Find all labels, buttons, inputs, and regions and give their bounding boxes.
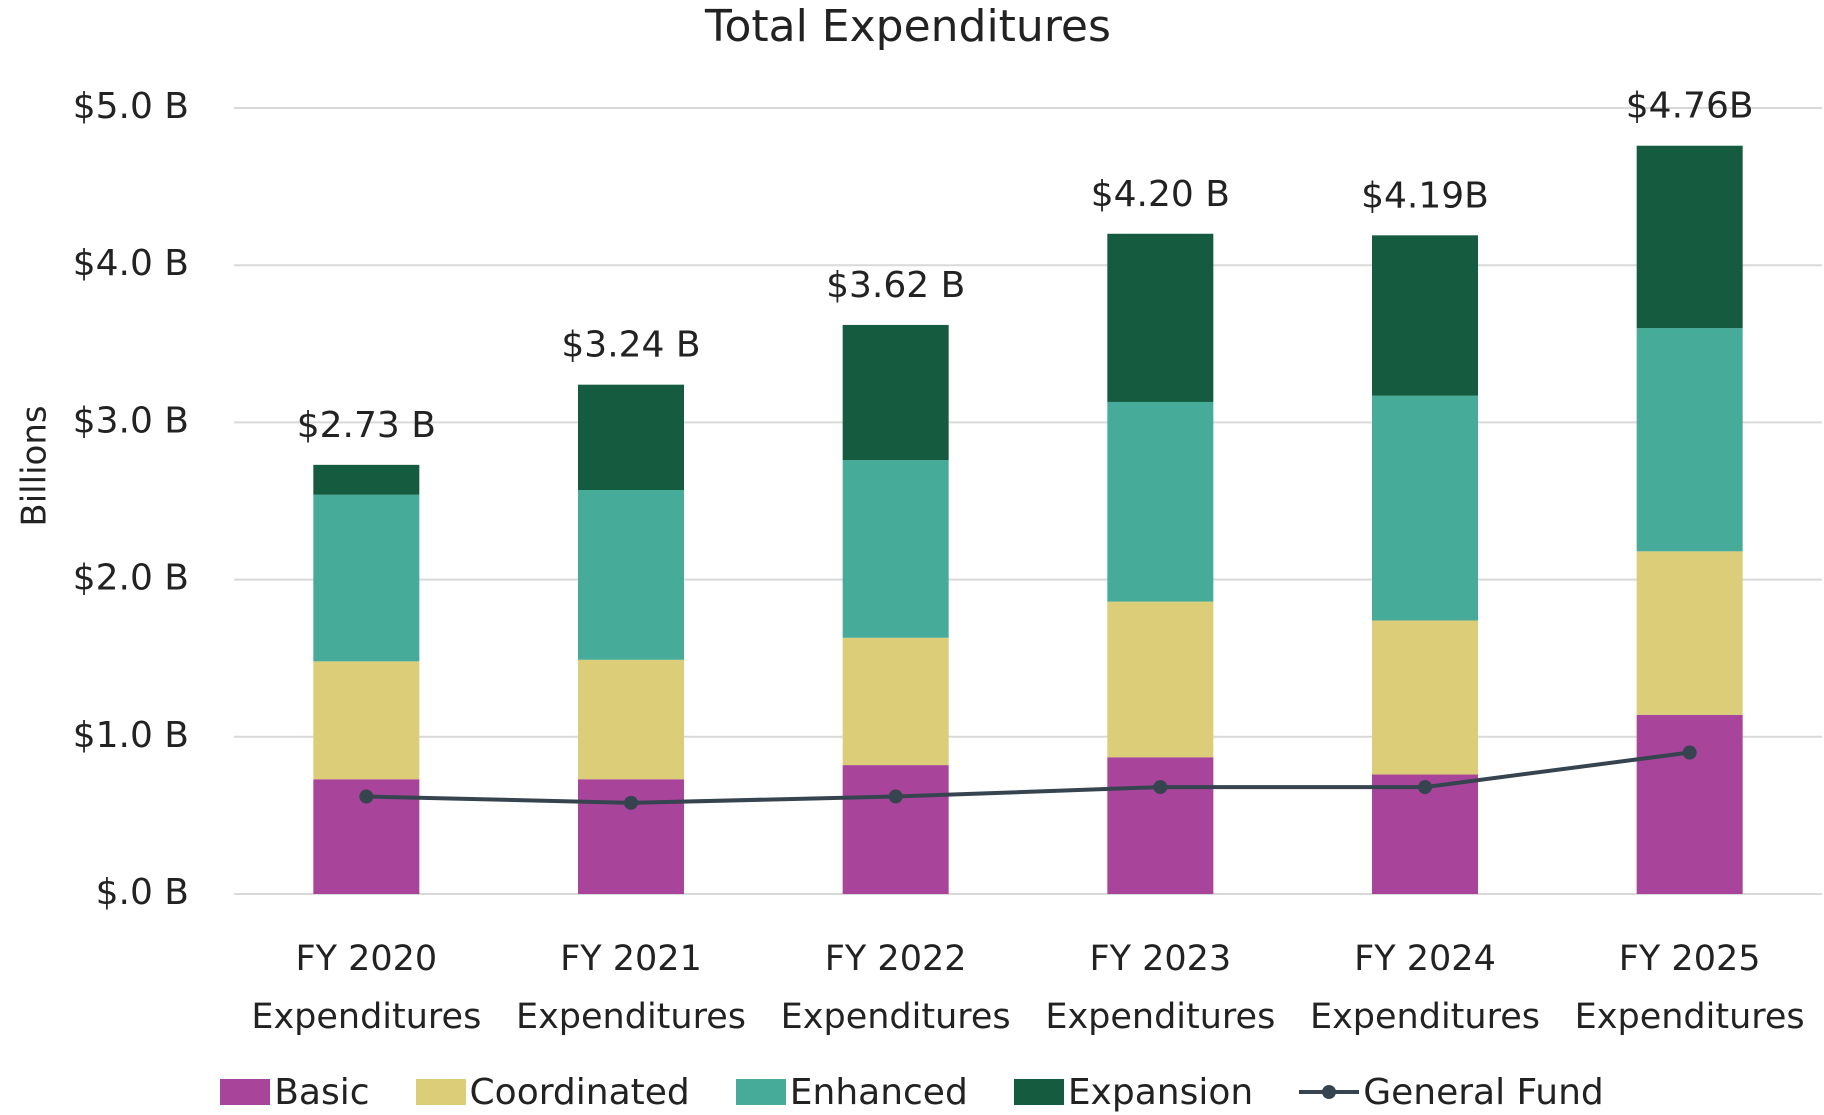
bar-segment [313, 661, 420, 780]
bar-segment [578, 489, 684, 660]
bar-segment [1107, 601, 1214, 758]
line-point [359, 789, 374, 804]
legend-item: General Fund [1299, 1072, 1604, 1113]
bar-segment [1107, 401, 1214, 602]
bar-segment [1636, 145, 1743, 329]
line-point [888, 789, 903, 804]
legend-dot [1322, 1085, 1337, 1099]
total-label: $3.24 B [561, 325, 700, 366]
bar-segment [1636, 551, 1743, 715]
total-label: $4.20 B [1091, 174, 1230, 215]
bar-segment [1372, 235, 1478, 396]
x-tick-label: FY 2020 Expenditures [251, 939, 482, 1037]
total-label: $4.19B [1361, 175, 1489, 216]
x-tick-label: FY 2021 Expenditures [515, 939, 746, 1037]
y-tick-label: $4.0 B [73, 243, 189, 284]
legend-swatch [415, 1079, 466, 1105]
bar-segment [1372, 620, 1478, 775]
line [366, 750, 1690, 805]
bar-segment [578, 659, 684, 780]
bar-segment [1372, 774, 1478, 894]
x-tick-label: FY 2025 Expenditures [1574, 939, 1805, 1037]
bar-segment [1107, 233, 1214, 402]
bar-segment [1107, 757, 1214, 894]
line-point [1418, 780, 1432, 795]
legend-label: Expansion [1067, 1071, 1254, 1113]
y-tick-label: $3.0 B [73, 400, 189, 441]
y-tick-label: $2.0 B [73, 558, 189, 599]
line-point [624, 795, 638, 810]
legend-item: Enhanced [735, 1071, 968, 1113]
bar-segment [842, 460, 949, 638]
bar-segment [1636, 328, 1743, 552]
line-point [1153, 780, 1168, 795]
legend-swatch [220, 1079, 271, 1105]
legend-swatch [735, 1079, 786, 1105]
legend-label: Basic [274, 1071, 370, 1113]
bar-segment [842, 324, 949, 461]
bar-segment [313, 464, 420, 495]
legend-rect [1013, 1079, 1064, 1105]
y-axis-label: Billions [15, 405, 55, 526]
chart-title: Total Expenditures [704, 1, 1111, 52]
legend-rect [415, 1079, 466, 1105]
legend-rect [735, 1079, 786, 1105]
legend-swatch [1013, 1079, 1064, 1105]
legend-item: Coordinated [415, 1071, 690, 1113]
bar-segment [578, 384, 684, 490]
legend-label: Coordinated [469, 1071, 690, 1113]
total-label: $2.73 B [297, 405, 436, 446]
y-tick-label: $1.0 B [73, 715, 189, 756]
bar-segment [842, 765, 949, 894]
total-label: $4.76B [1626, 86, 1754, 127]
legend: Basic Coordinated Enhanced Expansion General… [0, 1070, 1824, 1114]
legend-label: Enhanced [789, 1071, 968, 1113]
x-tick-label: FY 2023 Expenditures [1045, 939, 1276, 1037]
bar-segment [842, 637, 949, 766]
x-tick-label: FY 2024 Expenditures [1309, 939, 1540, 1037]
legend-item: Basic [220, 1071, 370, 1113]
legend-swatch [1299, 1085, 1360, 1099]
y-tick-label: $5.0 B [73, 86, 189, 127]
legend-rect [220, 1079, 271, 1105]
legend-item: Expansion [1013, 1071, 1254, 1113]
total-label: $3.62 B [826, 265, 965, 306]
bar-segment [1372, 395, 1478, 621]
line-point [1682, 745, 1697, 760]
x-tick-label: FY 2022 Expenditures [780, 939, 1011, 1037]
y-tick-label: $.0 B [96, 872, 189, 913]
bar-segment [1636, 714, 1743, 894]
legend-label: General Fund [1363, 1071, 1604, 1113]
bar-segment [313, 494, 420, 662]
